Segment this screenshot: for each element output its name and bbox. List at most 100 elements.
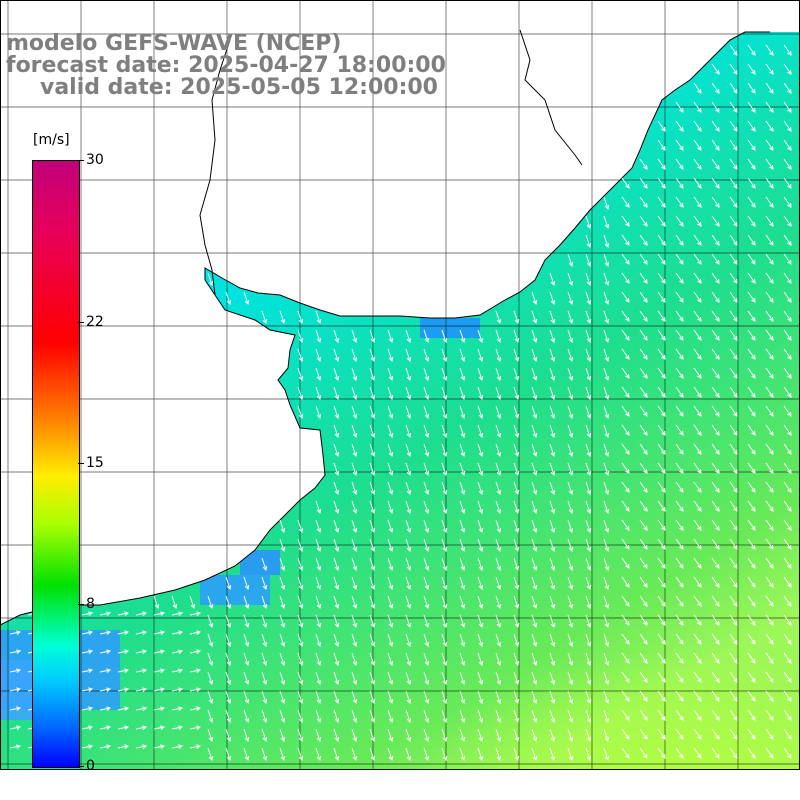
wind-arrow-shaft	[675, 614, 684, 626]
wind-arrow-head	[751, 126, 756, 132]
wind-arrow-shaft	[387, 576, 393, 590]
wind-arrow-head	[532, 299, 538, 305]
wind-arrow-shaft	[423, 690, 429, 704]
wind-arrow-head	[316, 755, 322, 761]
wind-arrow-head	[478, 660, 484, 666]
wind-arrow-shaft	[441, 367, 447, 381]
wind-arrow-head	[298, 717, 304, 723]
wind-arrow-shaft	[405, 747, 411, 761]
wind-arrow-head	[352, 755, 358, 761]
wind-arrow-head	[679, 430, 684, 436]
wind-arrow-shaft	[729, 405, 738, 417]
wind-arrow-head	[679, 373, 684, 379]
wind-arrow-shaft	[495, 595, 501, 609]
wind-arrow-shaft	[351, 671, 357, 685]
wind-arrow-head	[460, 413, 466, 419]
wind-arrow-head	[661, 430, 666, 436]
wind-arrow-head	[352, 622, 358, 628]
wind-arrow-head	[280, 318, 286, 324]
wind-arrow-head	[733, 468, 738, 474]
wind-arrow-head	[751, 69, 756, 75]
wind-arrow-head	[424, 717, 430, 723]
wind-arrow-head	[442, 755, 448, 761]
wind-arrow-shaft	[405, 424, 411, 438]
wind-arrow-head	[715, 164, 720, 170]
wind-arrow-head	[715, 601, 720, 607]
wind-arrow-shaft	[531, 500, 537, 514]
wind-arrow-shaft	[423, 709, 429, 723]
wind-arrow-head	[16, 744, 22, 749]
wind-arrow-head	[604, 375, 610, 381]
wind-arrow-head	[532, 470, 538, 476]
wind-arrow-head	[124, 706, 130, 711]
wind-arrow-shaft	[297, 633, 303, 647]
wind-arrow-head	[424, 337, 430, 343]
wind-arrow-shaft	[747, 652, 756, 664]
wind-arrow-head	[514, 584, 520, 590]
wind-arrow-head	[208, 717, 214, 723]
wind-arrow-head	[88, 668, 94, 673]
wind-arrow-head	[16, 725, 22, 730]
wind-arrow-shaft	[693, 481, 702, 493]
wind-arrow-shaft	[315, 595, 321, 609]
wind-arrow-shaft	[639, 329, 648, 341]
wind-arrow-head	[715, 392, 720, 398]
wind-arrow-head	[643, 411, 648, 417]
wind-arrow-shaft	[585, 747, 591, 761]
wind-arrow-shaft	[387, 329, 393, 343]
wind-arrow-shaft	[711, 234, 720, 246]
wind-arrow-shaft	[603, 614, 609, 628]
colorbar-tick-mark	[78, 321, 84, 323]
wind-arrow-shaft	[747, 443, 756, 455]
wind-arrow-shaft	[531, 595, 537, 609]
wind-arrow-shaft	[441, 690, 447, 704]
wind-arrow-head	[334, 432, 340, 438]
wind-arrow-head	[679, 183, 684, 189]
wind-arrow-shaft	[297, 310, 303, 324]
wind-arrow-head	[370, 394, 376, 400]
wind-arrow-shaft	[297, 690, 303, 704]
wind-arrow-head	[298, 622, 304, 628]
wind-arrow-head	[679, 392, 684, 398]
wind-arrow-head	[352, 698, 358, 704]
wind-arrow-shaft	[747, 101, 756, 113]
wind-arrow-head	[478, 451, 484, 457]
wind-arrow-head	[679, 354, 684, 360]
wind-arrow-shaft	[693, 139, 702, 151]
wind-arrow-head	[262, 717, 268, 723]
wind-arrow-head	[733, 506, 738, 512]
wind-arrow-head	[697, 468, 702, 474]
wind-arrow-shaft	[261, 690, 267, 704]
wind-arrow-shaft	[747, 329, 756, 341]
wind-arrow-head	[751, 753, 756, 759]
wind-arrow-shaft	[207, 614, 213, 628]
wind-arrow-head	[298, 546, 304, 552]
wind-arrow-shaft	[603, 234, 609, 248]
wind-arrow-head	[661, 525, 666, 531]
wind-arrow-head	[643, 582, 648, 588]
wind-arrow-head	[751, 107, 756, 113]
wind-arrow-head	[178, 706, 184, 711]
wind-arrow-head	[643, 715, 648, 721]
wind-arrow-head	[532, 603, 538, 609]
wind-arrow-shaft	[729, 538, 738, 550]
wind-arrow-shaft	[585, 424, 591, 438]
wind-arrow-head	[586, 755, 592, 761]
wind-arrow-shaft	[657, 614, 666, 626]
wind-arrow-shaft	[675, 310, 684, 322]
wind-arrow-shaft	[747, 557, 756, 569]
wind-arrow-head	[514, 413, 520, 419]
wind-arrow-head	[16, 687, 22, 692]
wind-arrow-shaft	[711, 310, 720, 322]
wind-arrow-head	[697, 221, 702, 227]
wind-arrow-head	[715, 240, 720, 246]
wind-arrow-shaft	[711, 652, 720, 664]
wind-arrow-shaft	[477, 500, 483, 514]
wind-arrow-shaft	[567, 386, 573, 400]
wind-arrow-head	[604, 717, 610, 723]
wind-arrow-shaft	[693, 405, 702, 417]
wind-arrow-head	[769, 696, 774, 702]
wind-arrow-shaft	[369, 500, 375, 514]
wind-arrow-shaft	[171, 612, 183, 616]
wind-arrow-shaft	[675, 272, 684, 284]
